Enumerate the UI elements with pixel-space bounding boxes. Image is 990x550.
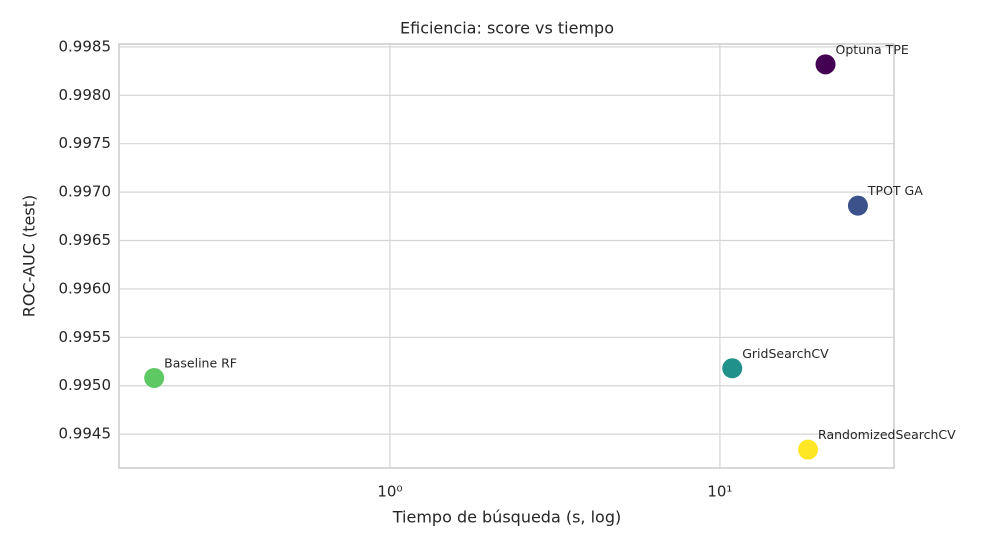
- point-label: RandomizedSearchCV: [818, 427, 956, 442]
- y-tick-label: 0.9975: [59, 134, 112, 152]
- point: [847, 195, 868, 216]
- chart-title: Eficiencia: score vs tiempo: [400, 19, 614, 38]
- point: [798, 439, 819, 460]
- point: [722, 358, 743, 379]
- plot-frame: [118, 43, 895, 469]
- x-tick-label: 10⁰: [377, 483, 402, 501]
- point-label: GridSearchCV: [742, 346, 829, 361]
- point: [144, 367, 165, 388]
- y-tick-label: 0.9965: [59, 231, 112, 249]
- y-tick-label: 0.9950: [59, 376, 112, 394]
- x-tick-label: 10¹: [707, 483, 732, 501]
- y-tick-label: 0.9945: [59, 425, 112, 443]
- y-tick-label: 0.9955: [59, 328, 112, 346]
- y-tick-label: 0.9970: [59, 183, 112, 201]
- y-tick-label: 0.9985: [59, 37, 112, 55]
- point-label: Optuna TPE: [836, 42, 909, 57]
- y-tick-label: 0.9960: [59, 279, 112, 297]
- point-label: Baseline RF: [164, 355, 237, 370]
- x-axis-label: Tiempo de búsqueda (s, log): [392, 508, 621, 527]
- y-tick-label: 0.9980: [59, 86, 112, 104]
- point: [815, 54, 836, 75]
- y-axis-label: ROC-AUC (test): [20, 195, 39, 317]
- point-label: TPOT GA: [867, 183, 923, 198]
